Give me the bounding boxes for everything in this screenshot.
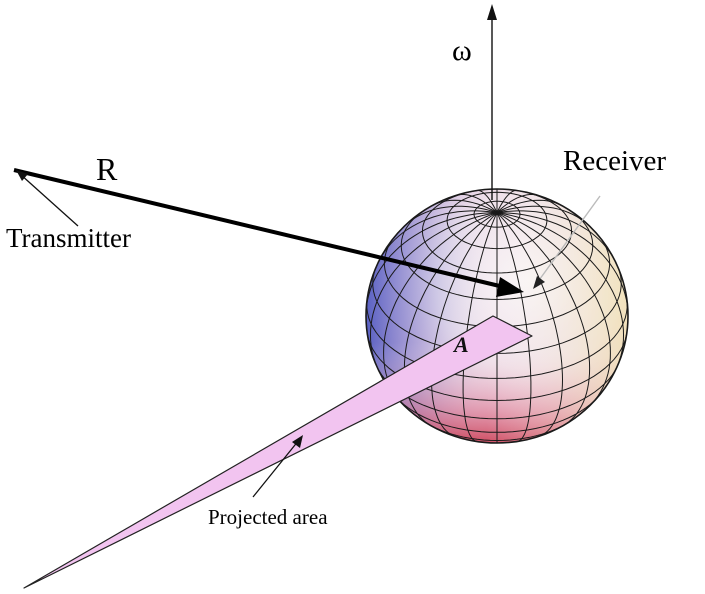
sphere-meridian-line — [403, 212, 498, 427]
sphere-meridian-line — [496, 212, 628, 317]
axis-arrowhead-icon — [487, 4, 497, 20]
sphere-meridian-line — [455, 194, 498, 213]
range-arrowhead-icon — [496, 277, 524, 297]
receiver-label: Receiver — [563, 145, 666, 177]
sphere-meridian-line — [496, 205, 590, 226]
sphere-meridian-line — [496, 194, 539, 213]
sphere-meridian-line — [496, 199, 563, 214]
sphere-meridian-line — [378, 210, 498, 262]
sphere-meridian-line — [496, 212, 564, 437]
projected-area-pointer — [252, 435, 303, 498]
receiver-pointer — [533, 195, 601, 289]
sphere-parallel-line — [395, 396, 599, 433]
transmitter-label: Transmitter — [6, 223, 131, 253]
sphere-meridian-line — [430, 212, 498, 437]
transmitter-arrowhead-icon — [16, 170, 28, 181]
sphere-meridian-line — [404, 205, 498, 226]
range-label: R — [96, 151, 118, 187]
rotation-axis — [487, 4, 497, 200]
sphere-meridian-line — [431, 199, 498, 214]
sphere-parallel-line — [400, 208, 594, 300]
sphere-meridian-line — [496, 212, 532, 442]
receiver-sphere — [365, 188, 629, 444]
sphere-meridian-line — [496, 210, 616, 262]
sphere-meridian-line — [496, 212, 591, 427]
receiver-arrowhead-icon — [533, 276, 545, 289]
sphere-parallel-line — [366, 302, 628, 379]
sphere-parallel-line — [383, 235, 611, 328]
range-vector — [13, 168, 524, 297]
transmitter-pointer — [16, 170, 79, 227]
sphere-meridian-line — [366, 212, 498, 317]
sphere-meridian-line — [369, 212, 498, 372]
projected-area-arrowhead-icon — [292, 435, 303, 448]
omega-label: ω — [452, 34, 472, 67]
sphere-meridian-line — [496, 212, 611, 407]
sphere-meridian-line — [496, 212, 625, 372]
projected-area-wedge — [23, 315, 533, 589]
projected-area-label: Projected area — [208, 505, 328, 529]
area-symbol-label: A — [452, 332, 469, 357]
